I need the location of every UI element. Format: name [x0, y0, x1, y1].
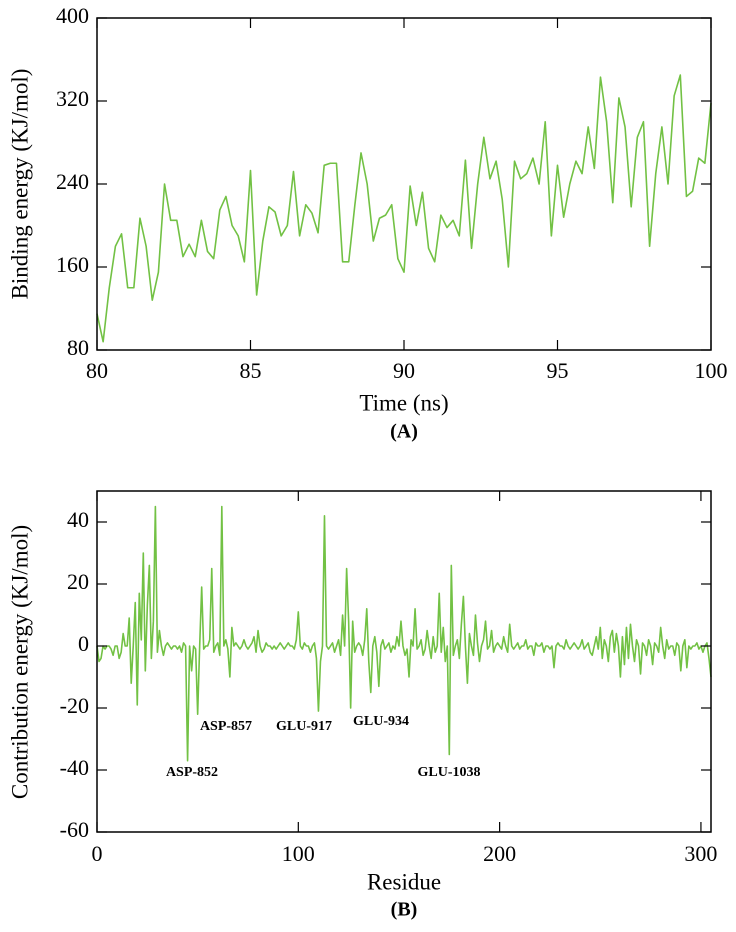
y-tick-label: 320 [56, 86, 89, 111]
y-tick-label: 400 [56, 3, 89, 28]
x-tick-label: 200 [483, 841, 516, 866]
annotation: GLU-934 [353, 714, 409, 729]
x-axis-label: Residue [367, 869, 441, 894]
x-tick-label: 80 [86, 358, 108, 383]
x-tick-label: 95 [547, 358, 569, 383]
annotation: ASP-852 [166, 765, 218, 780]
x-tick-label: 0 [92, 841, 103, 866]
data-line [96, 74, 712, 343]
annotation: ASP-857 [200, 719, 252, 734]
annotation: GLU-917 [276, 719, 332, 734]
data-line [96, 505, 712, 762]
y-axis-label: Binding energy (KJ/mol) [7, 69, 32, 300]
x-tick-label: 85 [240, 358, 262, 383]
x-axis-label: Time (ns) [359, 390, 448, 415]
caption: (B) [391, 899, 418, 921]
y-tick-label: 20 [67, 569, 89, 594]
y-tick-label: 80 [67, 335, 89, 360]
y-axis-label: Contribution energy (KJ/mol) [7, 525, 32, 799]
caption: (A) [390, 421, 418, 443]
y-tick-label: -60 [60, 817, 89, 842]
y-tick-label: 160 [56, 252, 89, 277]
x-tick-label: 100 [282, 841, 315, 866]
plot-frame [96, 490, 712, 833]
annotation: GLU-1038 [418, 765, 481, 780]
y-tick-label: -40 [60, 755, 89, 780]
y-tick-label: 0 [78, 631, 89, 656]
x-tick-label: 90 [393, 358, 415, 383]
plot-frame [96, 17, 712, 351]
x-tick-label: 100 [695, 358, 728, 383]
x-tick-label: 300 [684, 841, 717, 866]
y-tick-label: -20 [60, 693, 89, 718]
y-tick-label: 40 [67, 507, 89, 532]
y-tick-label: 240 [56, 169, 89, 194]
